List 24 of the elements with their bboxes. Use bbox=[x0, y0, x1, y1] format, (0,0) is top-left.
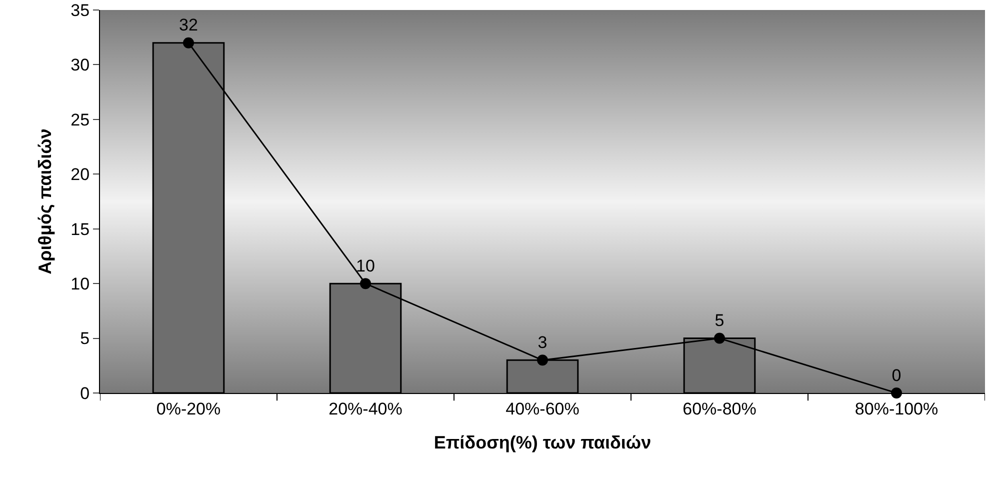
data-label: 5 bbox=[714, 311, 724, 330]
data-label: 10 bbox=[356, 256, 375, 276]
x-tick-label: 20%-40% bbox=[328, 399, 402, 418]
y-axis-title: Αριθμός παιδιών bbox=[34, 128, 55, 274]
x-tick-label: 60%-80% bbox=[682, 399, 756, 418]
y-tick-label: 20 bbox=[70, 165, 90, 184]
y-tick-label: 0 bbox=[80, 384, 90, 403]
y-tick-label: 25 bbox=[70, 110, 90, 130]
data-label: 3 bbox=[538, 333, 548, 352]
x-axis-title: Επίδοση(%) των παιδιών bbox=[434, 432, 652, 452]
data-label: 32 bbox=[179, 16, 198, 35]
point bbox=[537, 354, 548, 366]
y-tick-label: 5 bbox=[80, 329, 90, 348]
y-tick-label: 10 bbox=[70, 274, 90, 294]
data-label: 0 bbox=[892, 366, 902, 385]
point bbox=[714, 332, 725, 344]
point bbox=[183, 37, 194, 48]
y-tick-label: 15 bbox=[70, 220, 90, 239]
x-tick-label: 80%-100% bbox=[854, 399, 938, 418]
y-tick-label: 35 bbox=[70, 0, 90, 20]
x-tick-label: 0%-20% bbox=[156, 399, 221, 418]
y-tick-label: 30 bbox=[70, 56, 90, 75]
point bbox=[360, 278, 371, 290]
x-tick-label: 40%-60% bbox=[506, 399, 580, 418]
